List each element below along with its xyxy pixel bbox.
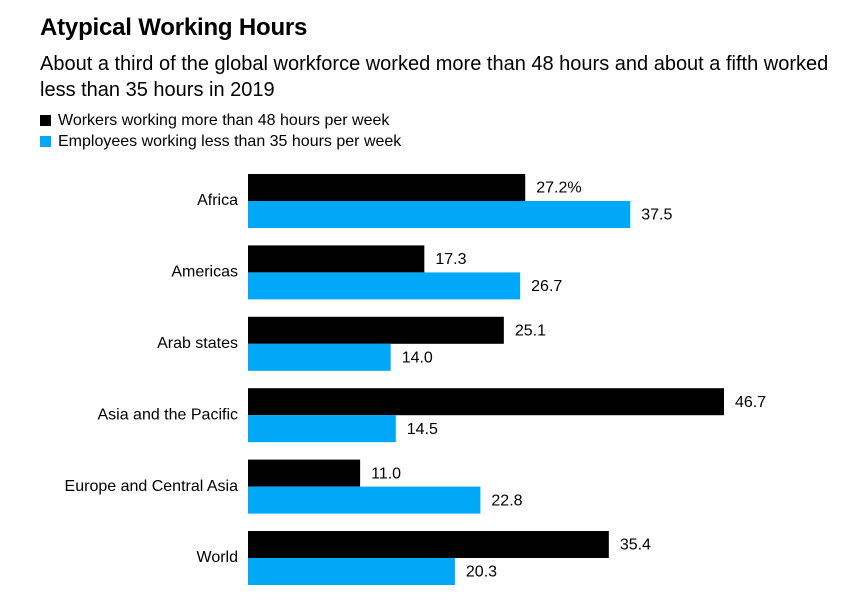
data-label: 26.7	[531, 278, 562, 295]
data-label: 20.3	[466, 564, 497, 581]
bar-series-1	[248, 316, 504, 344]
data-label: 14.0	[402, 350, 433, 367]
legend-label-series-2: Employees working less than 35 hours per…	[58, 132, 402, 150]
chart-subtitle: About a third of the global workforce wo…	[40, 53, 829, 101]
bar-series-2	[248, 272, 521, 300]
category-label: World	[197, 549, 239, 566]
legend-swatch-series-2	[40, 136, 51, 147]
bar-series-2	[248, 201, 631, 228]
chart-title: Atypical Working Hours	[40, 14, 308, 41]
bar-group-5: World 35.4 20.3	[197, 531, 651, 585]
bar-group-4: Europe and Central Asia 11.0 22.8	[65, 459, 523, 514]
data-label: 37.5	[641, 207, 672, 224]
category-label: Europe and Central Asia	[65, 478, 239, 495]
bar-group-2: Arab states 25.1 14.0	[157, 316, 546, 371]
data-label: 17.3	[435, 251, 466, 268]
bar-series-1	[248, 245, 425, 273]
bar-series-2	[248, 343, 391, 371]
data-label: 46.7	[735, 394, 766, 411]
bar-series-2	[248, 486, 481, 514]
data-label: 11.0	[371, 465, 401, 482]
data-label: 27.2%	[536, 180, 581, 197]
legend-swatch-series-1	[40, 115, 51, 126]
bar-group-1: Americas 17.3 26.7	[171, 245, 562, 300]
data-label: 25.1	[515, 323, 546, 340]
category-label: Africa	[197, 192, 238, 209]
bar-series-1	[248, 531, 609, 558]
category-label: Asia and the Pacific	[97, 406, 238, 423]
bar-group-0: Africa 27.2% 37.5	[197, 174, 672, 228]
bar-group-3: Asia and the Pacific 46.7 14.5	[97, 388, 766, 443]
bar-series-1	[248, 174, 526, 201]
bar-series-1	[248, 459, 361, 487]
bar-series-1	[248, 388, 724, 416]
data-label: 35.4	[620, 537, 651, 554]
legend-label-series-1: Workers working more than 48 hours per w…	[58, 111, 390, 129]
legend: Workers working more than 48 hours per w…	[40, 110, 401, 152]
legend-item-series-2: Employees working less than 35 hours per…	[40, 131, 401, 152]
data-label: 14.5	[407, 421, 438, 438]
bar-series-2	[248, 415, 396, 443]
category-label: Arab states	[157, 335, 238, 352]
bar-series-2	[248, 558, 455, 585]
legend-item-series-1: Workers working more than 48 hours per w…	[40, 110, 401, 131]
category-label: Americas	[171, 264, 238, 281]
data-label: 22.8	[491, 492, 522, 509]
